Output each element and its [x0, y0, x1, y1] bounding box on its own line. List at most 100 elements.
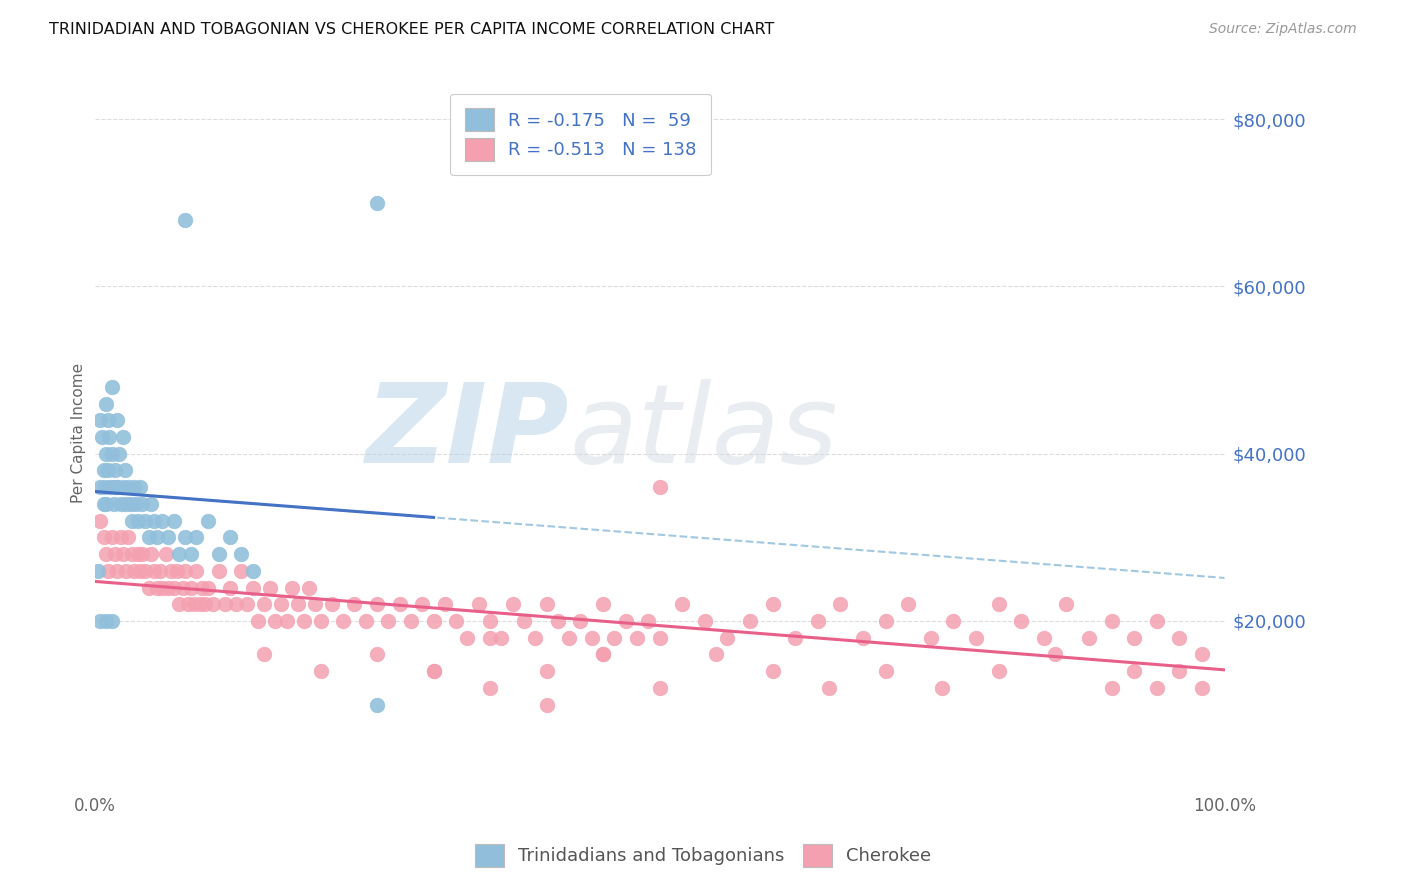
- Point: [188, 597, 211, 611]
- Text: Source: ZipAtlas.com: Source: ZipAtlas.com: [1209, 22, 1357, 37]
- Text: atlas: atlas: [569, 379, 838, 486]
- Point: [422, 614, 444, 628]
- Point: [332, 614, 354, 628]
- Point: [513, 614, 536, 628]
- Point: [569, 614, 592, 628]
- Point: [97, 413, 120, 427]
- Point: [93, 497, 115, 511]
- Point: [1078, 631, 1101, 645]
- Point: [194, 597, 217, 611]
- Point: [214, 597, 236, 611]
- Point: [172, 581, 194, 595]
- Point: [648, 631, 671, 645]
- Point: [110, 497, 132, 511]
- Point: [117, 530, 139, 544]
- Point: [377, 614, 399, 628]
- Point: [125, 497, 148, 511]
- Point: [614, 614, 637, 628]
- Point: [93, 530, 115, 544]
- Point: [716, 631, 738, 645]
- Point: [1191, 648, 1213, 662]
- Point: [259, 581, 281, 595]
- Point: [108, 447, 131, 461]
- Point: [183, 597, 205, 611]
- Point: [236, 597, 259, 611]
- Point: [94, 547, 117, 561]
- Point: [270, 597, 292, 611]
- Text: TRINIDADIAN AND TOBAGONIAN VS CHEROKEE PER CAPITA INCOME CORRELATION CHART: TRINIDADIAN AND TOBAGONIAN VS CHEROKEE P…: [49, 22, 775, 37]
- Point: [114, 463, 136, 477]
- Point: [93, 463, 115, 477]
- Point: [145, 530, 167, 544]
- Point: [987, 597, 1010, 611]
- Point: [180, 581, 202, 595]
- Point: [115, 564, 138, 578]
- Point: [101, 480, 124, 494]
- Point: [965, 631, 987, 645]
- Point: [150, 581, 173, 595]
- Point: [127, 547, 149, 561]
- Point: [231, 547, 253, 561]
- Point: [354, 614, 377, 628]
- Point: [149, 564, 172, 578]
- Point: [1168, 664, 1191, 678]
- Point: [89, 480, 111, 494]
- Point: [491, 631, 513, 645]
- Point: [388, 597, 411, 611]
- Point: [91, 430, 114, 444]
- Point: [94, 396, 117, 410]
- Point: [197, 581, 219, 595]
- Point: [536, 664, 558, 678]
- Point: [987, 664, 1010, 678]
- Point: [169, 547, 191, 561]
- Point: [160, 564, 183, 578]
- Point: [97, 463, 120, 477]
- Point: [89, 413, 111, 427]
- Point: [785, 631, 807, 645]
- Point: [143, 564, 166, 578]
- Point: [139, 497, 162, 511]
- Point: [704, 648, 727, 662]
- Point: [479, 614, 502, 628]
- Point: [366, 597, 388, 611]
- Point: [191, 581, 214, 595]
- Point: [1101, 681, 1123, 695]
- Point: [166, 564, 188, 578]
- Point: [219, 581, 242, 595]
- Point: [1054, 597, 1077, 611]
- Point: [366, 648, 388, 662]
- Point: [127, 514, 149, 528]
- Point: [581, 631, 603, 645]
- Point: [875, 614, 897, 628]
- Point: [637, 614, 659, 628]
- Point: [121, 547, 143, 561]
- Point: [1123, 664, 1146, 678]
- Point: [208, 547, 231, 561]
- Point: [225, 597, 247, 611]
- Point: [592, 648, 614, 662]
- Point: [1101, 614, 1123, 628]
- Point: [197, 514, 219, 528]
- Point: [321, 597, 343, 611]
- Point: [366, 698, 388, 712]
- Point: [242, 564, 264, 578]
- Point: [603, 631, 626, 645]
- Point: [693, 614, 716, 628]
- Point: [174, 530, 197, 544]
- Point: [100, 530, 122, 544]
- Point: [120, 497, 142, 511]
- Point: [444, 614, 467, 628]
- Point: [281, 581, 304, 595]
- Point: [1146, 614, 1168, 628]
- Point: [155, 547, 177, 561]
- Point: [128, 480, 150, 494]
- Point: [433, 597, 456, 611]
- Point: [247, 614, 270, 628]
- Point: [592, 648, 614, 662]
- Point: [626, 631, 648, 645]
- Point: [761, 597, 783, 611]
- Point: [1010, 614, 1032, 628]
- Point: [100, 614, 122, 628]
- Point: [818, 681, 841, 695]
- Point: [276, 614, 298, 628]
